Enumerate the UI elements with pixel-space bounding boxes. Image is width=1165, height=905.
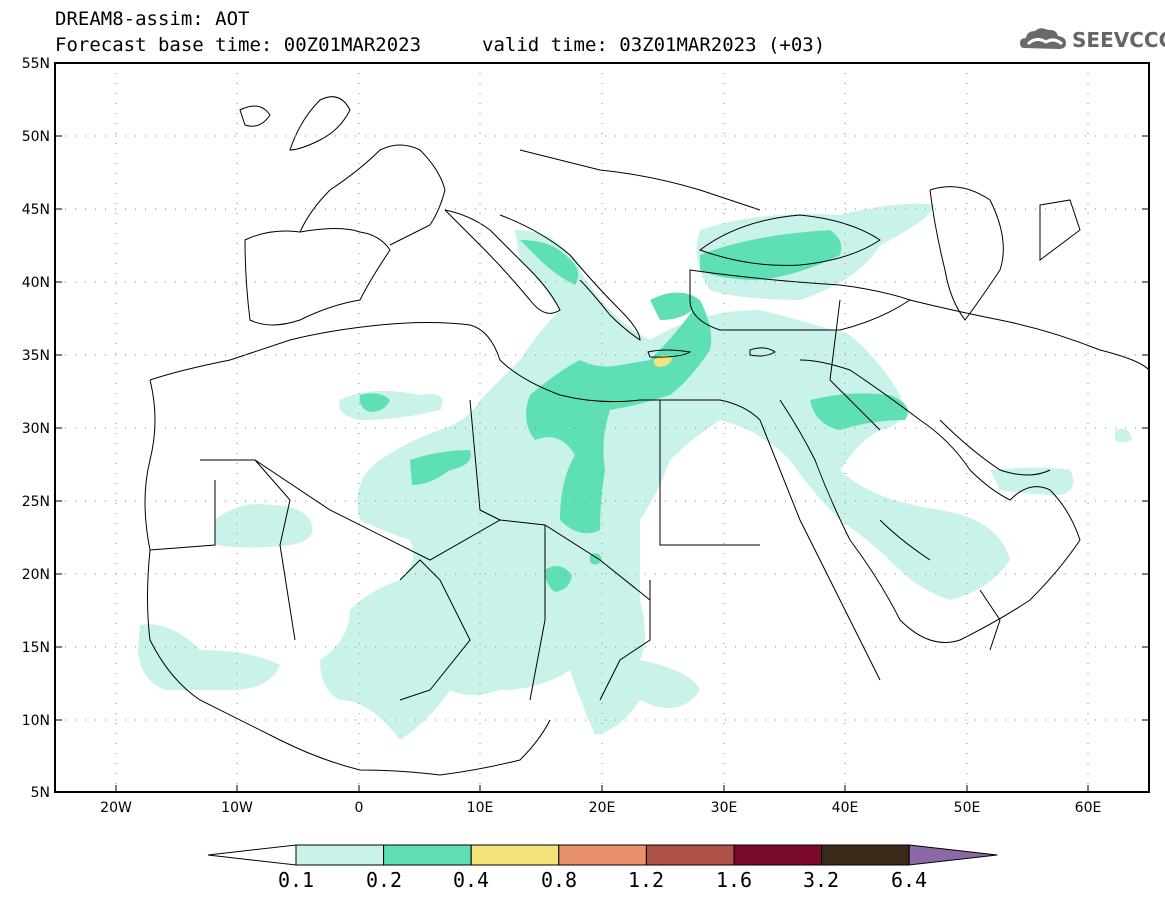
lon-label: 50E — [954, 800, 981, 816]
aot-shading — [138, 203, 1132, 740]
colorbar-segment — [645, 844, 735, 866]
colorbar-segment — [383, 844, 472, 866]
lat-label: 55N — [22, 56, 50, 72]
lat-label: 30N — [22, 421, 50, 437]
colorbar-label: 1.2 — [627, 868, 665, 892]
tick-marks — [55, 135, 1149, 792]
lat-label: 40N — [22, 275, 50, 291]
lon-label: 40E — [832, 800, 859, 816]
colorbar-label: 0.2 — [365, 868, 403, 892]
colorbar-label: 0.4 — [452, 868, 490, 892]
lon-label: 10W — [221, 800, 253, 816]
colorbar-label: 1.6 — [715, 868, 753, 892]
logo-text: SEEVCCC — [1072, 28, 1165, 52]
lat-label: 15N — [22, 640, 50, 656]
lat-label: 25N — [22, 494, 50, 510]
lon-label: 0 — [355, 800, 364, 816]
colorbar-high-arrow — [908, 844, 998, 866]
map-title: DREAM8-assim: AOT — [55, 8, 250, 30]
lat-label: 5N — [31, 785, 50, 801]
lat-label: 50N — [22, 129, 50, 145]
colorbar-segment — [558, 844, 647, 866]
colorbar-low-arrow — [207, 844, 297, 866]
lon-label: 10E — [467, 800, 494, 816]
colorbar-segment — [295, 844, 385, 866]
lat-label: 35N — [22, 348, 50, 364]
lon-label: 30E — [711, 800, 738, 816]
cloud-logo-icon — [1020, 28, 1066, 49]
longitude-labels: 20W 10W 0 10E 20E 30E 40E 50E 60E — [100, 800, 1101, 816]
colorbar-label: 0.1 — [277, 868, 315, 892]
lon-label: 60E — [1075, 800, 1102, 816]
forecast-base-time: Forecast base time: 00Z01MAR2023 — [55, 34, 422, 56]
colorbar-label: 3.2 — [802, 868, 840, 892]
latitude-labels: 55N 50N 45N 40N 35N 30N 25N 20N 15N 10N … — [22, 56, 50, 801]
lon-label: 20W — [100, 800, 132, 816]
colorbar-segment — [733, 844, 823, 866]
colorbar-segment — [470, 844, 560, 866]
valid-time: valid time: 03Z01MAR2023 (+03) — [482, 34, 826, 56]
lon-label: 20E — [589, 800, 616, 816]
lat-label: 45N — [22, 202, 50, 218]
colorbar-label: 0.8 — [540, 868, 578, 892]
lat-label: 20N — [22, 567, 50, 583]
colorbar-label: 6.4 — [890, 868, 928, 892]
coastlines — [144, 96, 1149, 776]
lat-label: 10N — [22, 713, 50, 729]
colorbar-segment — [821, 844, 910, 866]
